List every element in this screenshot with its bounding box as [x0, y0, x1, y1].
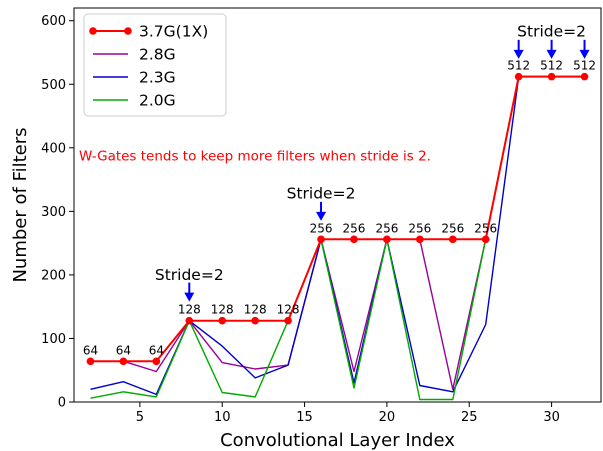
- arrow-down-icon: [316, 211, 327, 221]
- y-tick-label: 500: [41, 78, 66, 93]
- data-label-13: 512: [507, 59, 530, 73]
- data-label-12: 256: [474, 221, 497, 235]
- data-point: [481, 235, 490, 244]
- legend-label-1: 2.8G: [139, 46, 176, 64]
- legend-label-2: 2.3G: [139, 69, 176, 87]
- data-point: [580, 72, 589, 81]
- arrow-down-icon: [579, 49, 590, 59]
- data-labels: 64 64 64 128 128 128 128 256 256 256 256 256 256 512 5…: [83, 59, 596, 358]
- data-point: [350, 235, 358, 244]
- stride-label-1: Stride=2: [287, 185, 356, 203]
- y-tick-label: 200: [41, 268, 66, 283]
- stride-annotations: Stride=2 Stride=2 Stride=2: [155, 23, 590, 302]
- plot-area: [86, 72, 589, 401]
- x-tick-label: 10: [214, 410, 231, 425]
- data-point: [547, 72, 556, 81]
- chart-note: W-Gates tends to keep more filters when …: [79, 149, 431, 165]
- legend-marker: [124, 27, 132, 35]
- x-tick-label: 20: [379, 410, 396, 425]
- data-point: [251, 316, 259, 325]
- series-line-1: [90, 75, 585, 390]
- x-axis-label: Convolutional Layer Index: [220, 430, 455, 451]
- data-label-9: 256: [375, 221, 398, 235]
- arrow-down-icon: [513, 49, 524, 59]
- data-point: [514, 72, 523, 81]
- x-tick-label: 30: [543, 410, 560, 425]
- arrow-down-icon: [184, 292, 195, 302]
- data-label-0: 64: [83, 343, 98, 357]
- data-label-10: 256: [408, 221, 431, 235]
- data-label-15: 512: [573, 59, 596, 73]
- legend-box: [83, 13, 227, 117]
- y-tick-label: 100: [41, 332, 66, 347]
- data-point: [185, 316, 194, 325]
- data-label-8: 256: [343, 221, 366, 235]
- x-tick-label: 25: [461, 410, 478, 425]
- data-label-5: 128: [244, 303, 267, 317]
- data-point: [119, 357, 128, 366]
- data-label-3: 128: [178, 303, 201, 317]
- stride-label-0: Stride=2: [155, 266, 224, 284]
- data-point: [86, 357, 95, 366]
- data-label-2: 64: [149, 343, 164, 357]
- data-label-1: 64: [116, 343, 131, 357]
- data-point: [448, 235, 457, 244]
- plot-frame: [73, 7, 602, 403]
- data-label-6: 128: [277, 303, 300, 317]
- data-point: [284, 316, 292, 325]
- legend-label-0: 3.7G(1X): [139, 23, 208, 41]
- data-point: [383, 235, 391, 244]
- data-label-14: 512: [540, 59, 563, 73]
- data-label-7: 256: [310, 221, 333, 235]
- x-tick-label: 5: [136, 410, 144, 425]
- y-tick-label: 400: [41, 141, 66, 156]
- y-axis-label: Number of Filters: [10, 127, 31, 282]
- data-point: [416, 235, 424, 244]
- legend-marker: [89, 27, 97, 35]
- arrow-down-icon: [546, 49, 557, 59]
- stride-label-2: Stride=2: [517, 23, 586, 41]
- data-point: [152, 357, 161, 366]
- data-point: [218, 316, 227, 325]
- y-tick-label: 300: [41, 205, 66, 220]
- x-tick-label: 15: [296, 410, 313, 425]
- series-line-0: [90, 75, 585, 363]
- y-tick-label: 0: [58, 396, 66, 411]
- series-line-2: [90, 75, 585, 396]
- data-point: [317, 235, 325, 244]
- data-label-4: 128: [211, 303, 234, 317]
- legend-label-3: 2.0G: [139, 92, 176, 110]
- y-tick-label: 600: [41, 14, 66, 29]
- legend: 3.7G(1X) 2.8G 2.3G 2.0G: [83, 13, 227, 117]
- data-label-11: 256: [441, 221, 464, 235]
